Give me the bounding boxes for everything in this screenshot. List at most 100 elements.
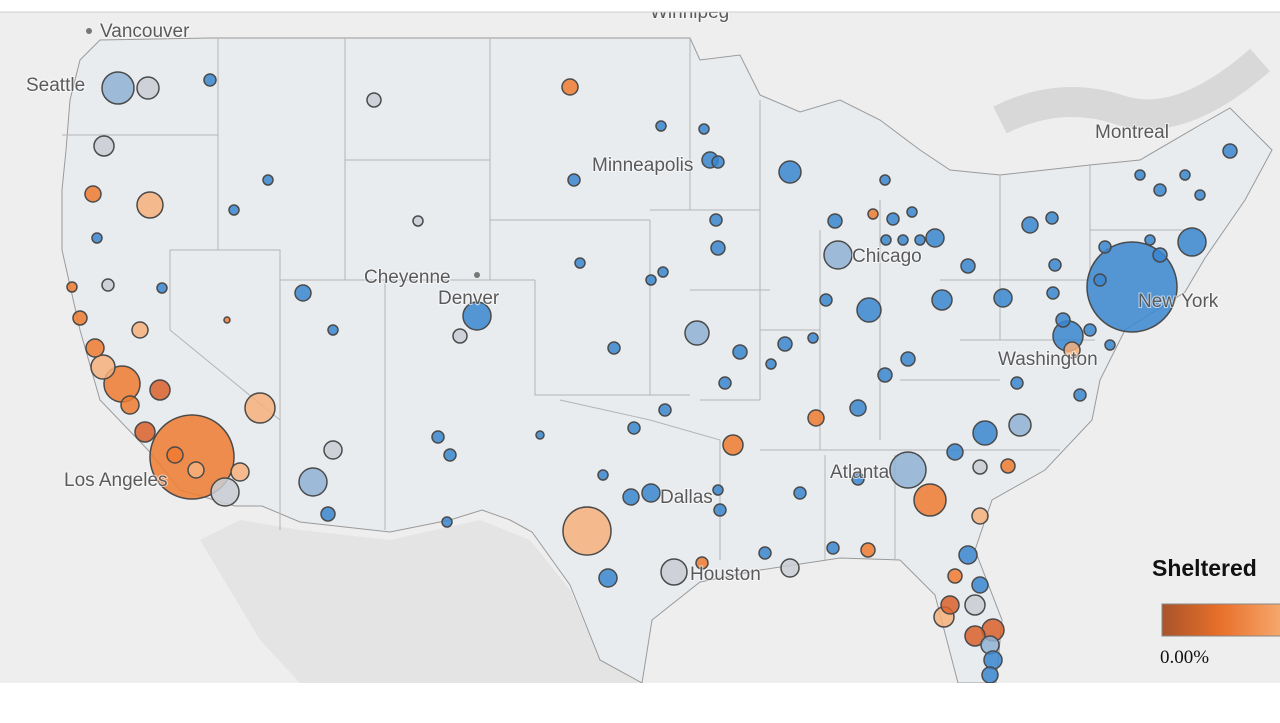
bubble [880,234,892,246]
bubble [1134,169,1146,181]
bubble [443,448,457,462]
bubble [574,257,586,269]
bubble [819,293,833,307]
bubble [1073,388,1087,402]
bubble [622,488,640,506]
bubble [210,477,240,507]
bubble [906,206,918,218]
city-label: Seattle [26,75,85,96]
city-label: Atlanta [830,462,890,483]
bubble [85,338,105,358]
bubble [877,367,893,383]
bubble [914,234,926,246]
bubble [993,288,1013,308]
bubble [1177,227,1207,257]
bubble [1046,286,1060,300]
bubble [793,486,807,500]
bubble [93,135,115,157]
bubble [886,212,900,226]
bubble [777,336,793,352]
map-area: Vancouver Winnipeg Seattle Montreal Minn… [0,12,1280,683]
bubble [684,320,710,346]
city-label: New York [1138,291,1219,312]
bubble [452,328,468,344]
bubble [972,459,988,475]
bubble [660,558,688,586]
bubble [166,446,184,464]
bubble [946,443,964,461]
bubble [101,71,135,105]
bubble [462,301,492,331]
bubble [567,173,581,187]
bubble [1153,183,1167,197]
bubble [320,506,336,522]
bubble [323,440,343,460]
bubble [971,576,989,594]
bubble [826,541,840,555]
bubble [244,392,276,424]
city-label: Denver [438,288,500,309]
bubble [294,284,312,302]
bubble [187,461,205,479]
bubble [134,421,156,443]
bubble [851,472,865,486]
bubble [1021,216,1039,234]
bubble [230,462,250,482]
bubble [655,120,667,132]
bubble [971,507,989,525]
bubble [981,666,999,683]
city-label: Dallas [660,487,713,508]
bubble [1104,339,1116,351]
bubble [1179,169,1191,181]
bubble [597,469,609,481]
bubble [203,73,217,87]
bubble [607,341,621,355]
bubble [913,483,947,517]
bubble [1000,458,1016,474]
bubble [710,240,726,256]
bubble [897,234,909,246]
bubble [732,344,748,360]
bubble [1152,247,1168,263]
bubble [1010,376,1024,390]
bubble [627,421,641,435]
bubble [1008,413,1032,437]
bubble [1086,241,1178,333]
bubble [778,160,802,184]
bubble [641,483,661,503]
bubble [1063,341,1081,359]
bubble [441,516,453,528]
city-label: Washington [998,349,1098,370]
bubble [879,174,891,186]
bubble [827,213,843,229]
river [993,48,1270,134]
bubble [867,208,879,220]
bubble [712,484,724,496]
bubble [262,174,274,186]
bubble [925,228,945,248]
bubble [228,204,240,216]
city-label: Cheyenne [364,267,451,288]
bubble [958,545,978,565]
bubble [149,414,235,500]
city-label: Minneapolis [592,155,693,176]
city-dot [474,272,480,278]
bubble [900,351,916,367]
bubble [964,625,986,647]
legend-label: 0.00% [1160,647,1209,668]
bubble [1144,234,1156,246]
bubble [947,568,963,584]
bubble [431,430,445,444]
city-label: Houston [690,564,761,585]
city-label: Los Angeles [64,470,168,491]
bubbles [66,71,1238,683]
bubble [807,409,825,427]
bubble [101,278,115,292]
bubble [223,316,231,324]
bubble [562,506,612,556]
bubble [1194,189,1206,201]
bubble [298,467,328,497]
bubble [940,595,960,615]
